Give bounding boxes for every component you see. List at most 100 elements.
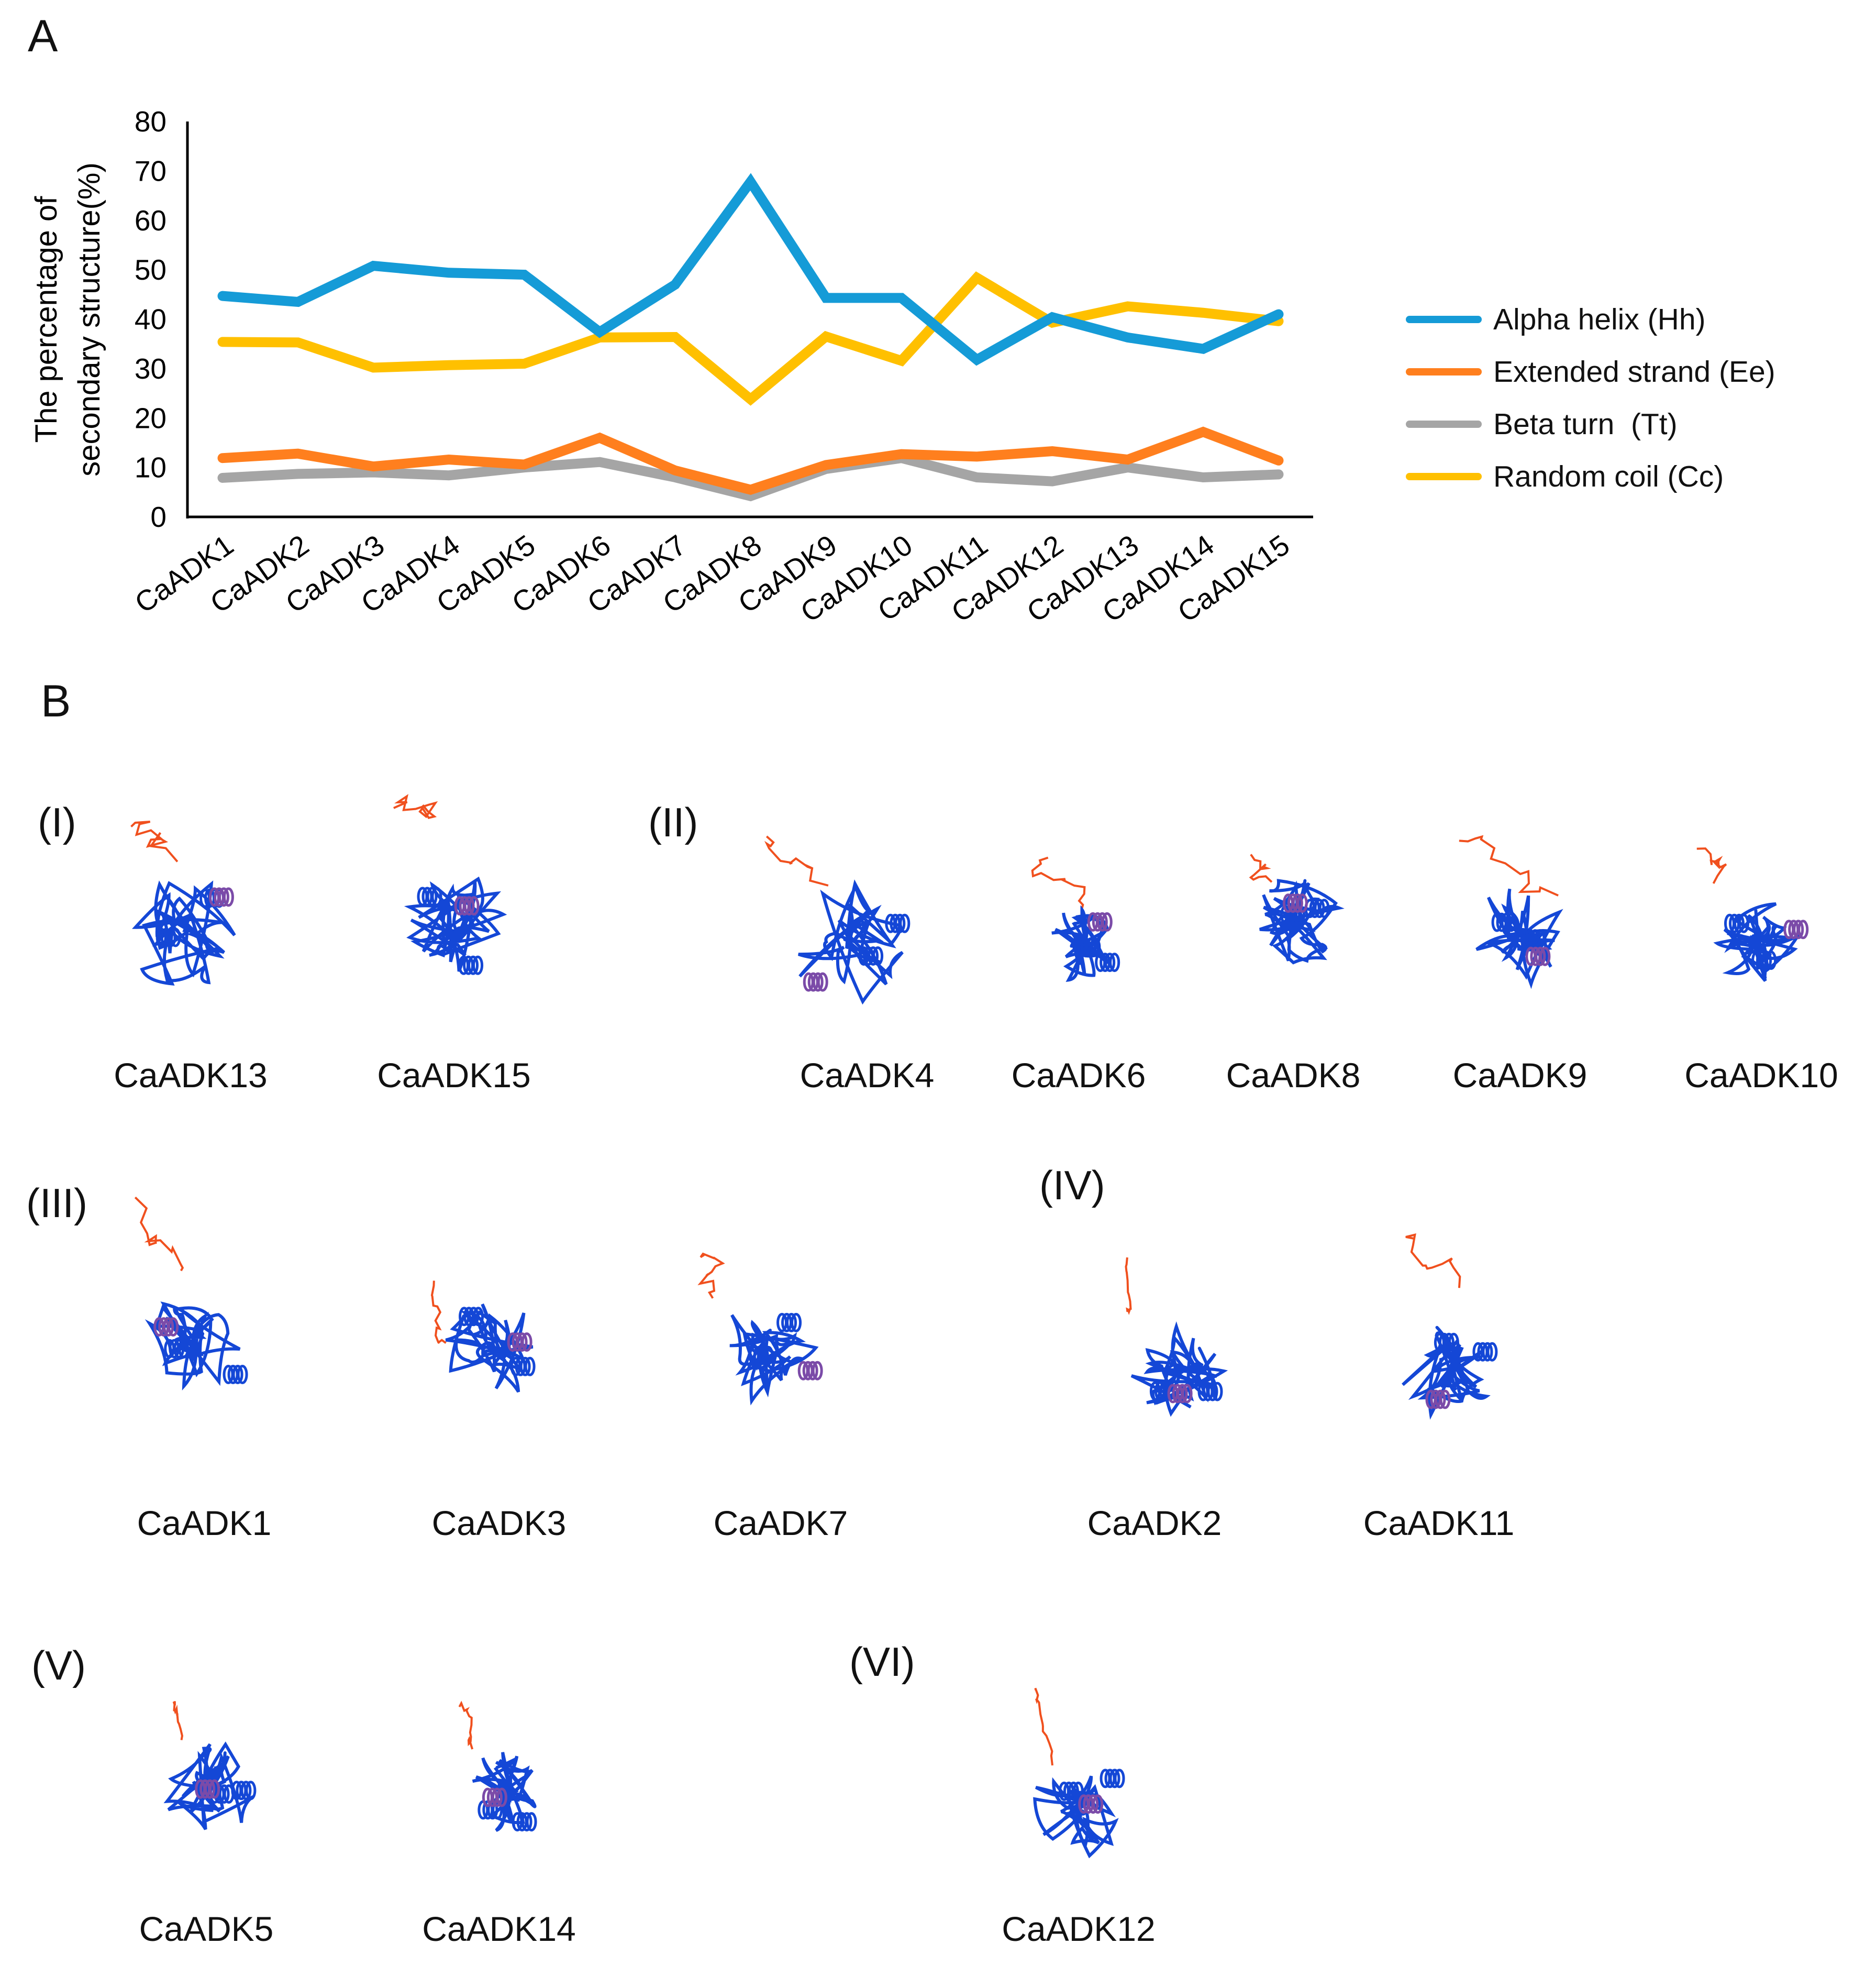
- helix-coil: [1087, 1794, 1099, 1814]
- group-label-i: (I): [38, 799, 76, 845]
- legend-label: Extended strand (Ee): [1493, 355, 1775, 389]
- legend-swatch: [1406, 316, 1482, 323]
- protein-label: CaADK5: [139, 1909, 274, 1948]
- helix-coil: [204, 1779, 216, 1799]
- legend-swatch: [1406, 473, 1482, 480]
- helix-coil: [1101, 912, 1113, 932]
- panel-b-label: B: [41, 676, 71, 726]
- data-point: [448, 365, 450, 366]
- helix-coil: [473, 1307, 484, 1327]
- data-point: [297, 473, 299, 474]
- disordered-region: [764, 835, 829, 887]
- helix-coil: [1207, 1382, 1218, 1401]
- helix-coil: [237, 1364, 248, 1384]
- data-point: [750, 181, 751, 183]
- data-point: [297, 341, 299, 343]
- disordered-region: [1125, 1257, 1132, 1315]
- helix-coil: [1114, 1769, 1125, 1788]
- helix-coil: [1539, 946, 1551, 966]
- helix-coil: [521, 1332, 532, 1352]
- helix-coil: [468, 896, 480, 916]
- legend-item-beta-turn: Beta turn (Tt): [1406, 398, 1775, 450]
- line-chart: 0 10 20 30 40 50 60 70 80 The percentage of second…: [29, 105, 1313, 628]
- helix-coil: [223, 887, 234, 907]
- data-point: [825, 464, 827, 466]
- data-point: [524, 463, 525, 465]
- y-tick-label: 30: [135, 352, 166, 385]
- series-line-alpha-helix-hh: [217, 173, 1284, 366]
- helix-coil: [468, 955, 479, 975]
- data-point: [1127, 459, 1128, 460]
- folded-domain: [1259, 879, 1345, 965]
- helix-coil: [472, 955, 484, 975]
- helix-coil: [1109, 1769, 1120, 1788]
- helix-coil: [178, 1339, 190, 1359]
- helix-coil: [524, 1356, 536, 1376]
- helix-coil: [868, 946, 879, 966]
- protein-label: CaADK8: [1226, 1056, 1361, 1095]
- data-point: [674, 284, 676, 285]
- disordered-region: [1249, 854, 1273, 883]
- protein-label: CaADK6: [1011, 1056, 1146, 1095]
- data-point: [373, 472, 374, 473]
- disordered-region: [1034, 1687, 1053, 1766]
- protein-model-image: [458, 1700, 537, 1832]
- helix-coil: [521, 1812, 532, 1832]
- helix-coil: [1793, 920, 1804, 940]
- helix-coil: [1733, 913, 1745, 933]
- helix-coil: [1176, 1384, 1188, 1404]
- disordered-region: [458, 1700, 474, 1750]
- helix-coil: [223, 1784, 235, 1804]
- data-point: [1127, 337, 1128, 338]
- data-point: [1051, 481, 1053, 482]
- helix-coil: [240, 1781, 252, 1801]
- helix-coil: [232, 1364, 243, 1384]
- protein-model-image: [163, 1701, 257, 1830]
- data-point: [297, 453, 299, 455]
- y-axis-title: secondary structure(%): [72, 162, 106, 477]
- folded-domain: [1130, 1321, 1228, 1417]
- helix-coil: [812, 972, 824, 992]
- data-point: [976, 477, 978, 478]
- data-point: [222, 477, 223, 479]
- group-label-v: (V): [31, 1642, 86, 1688]
- protein-model-image: [430, 1280, 536, 1393]
- helix-coil: [1181, 1384, 1193, 1404]
- data-point: [373, 466, 374, 467]
- disordered-region: [130, 821, 179, 863]
- data-point: [750, 399, 751, 400]
- y-tick-label: 20: [135, 402, 166, 434]
- helix-coil: [468, 1307, 480, 1327]
- legend-item-random-coil: Random coil (Cc): [1406, 450, 1775, 503]
- helix-coil: [170, 927, 181, 947]
- protein-label: CaADK2: [1087, 1504, 1222, 1542]
- helix-coil: [1766, 951, 1777, 970]
- data-point: [901, 297, 902, 299]
- disordered-region: [172, 1701, 184, 1740]
- y-tick-label: 0: [150, 501, 166, 533]
- data-point: [448, 272, 450, 273]
- data-point: [1278, 321, 1279, 322]
- data-point: [373, 265, 374, 267]
- data-point: [674, 336, 676, 338]
- group-label-iv: (IV): [1039, 1162, 1105, 1208]
- data-point: [750, 489, 751, 491]
- helix-coil: [1090, 937, 1101, 957]
- y-tick-label: 40: [135, 303, 166, 336]
- helix-coil: [1501, 912, 1512, 932]
- helix-coil: [1092, 1794, 1104, 1814]
- helix-coil: [1290, 905, 1301, 925]
- helix-coil: [1435, 1389, 1446, 1409]
- folded-domain: [132, 880, 236, 986]
- helix-coil: [1448, 1332, 1459, 1352]
- protein-model-image: [134, 1196, 248, 1391]
- data-point: [1278, 460, 1279, 461]
- data-point: [674, 477, 676, 478]
- data-point: [599, 332, 601, 333]
- helix-coil: [762, 1345, 774, 1365]
- disordered-region: [697, 1252, 725, 1299]
- folded-domain: [797, 879, 904, 1005]
- data-point: [524, 363, 525, 365]
- helix-coil: [526, 1812, 537, 1832]
- data-point: [901, 360, 902, 361]
